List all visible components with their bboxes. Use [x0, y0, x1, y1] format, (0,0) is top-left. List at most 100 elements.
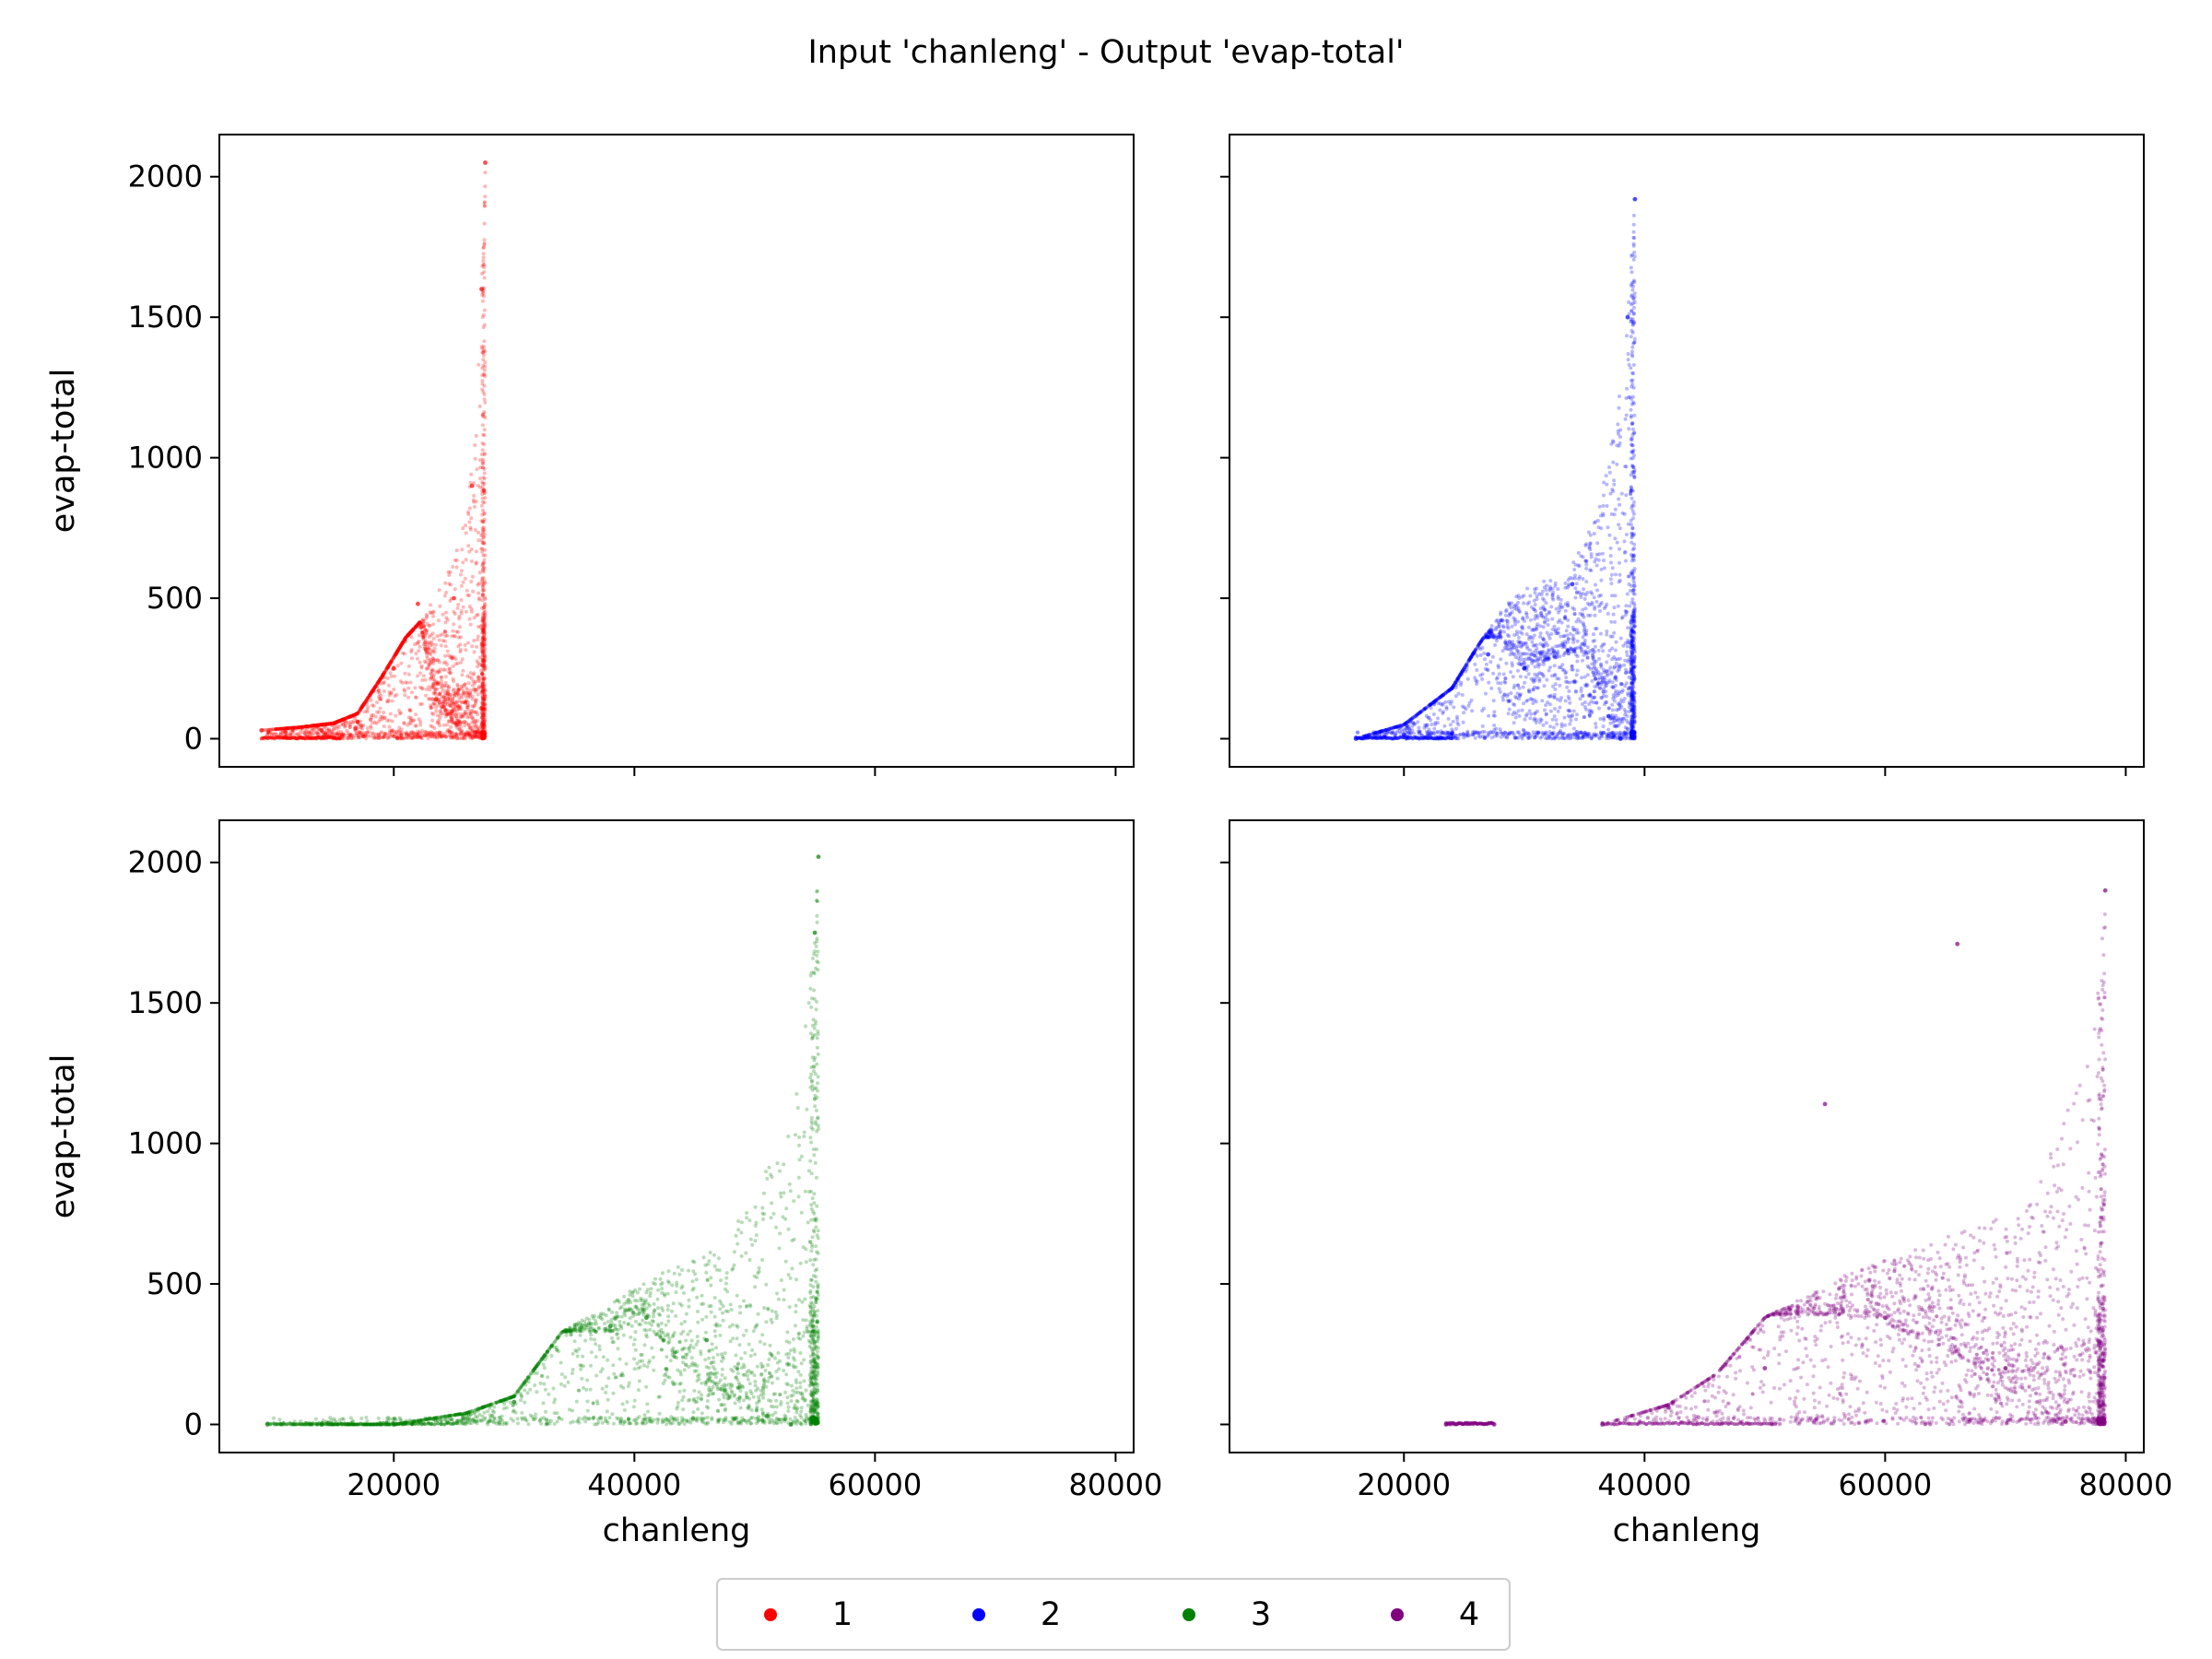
point [469, 559, 474, 563]
point [1462, 705, 1466, 710]
point [406, 686, 411, 690]
point [389, 659, 394, 664]
point [340, 717, 345, 722]
point [1571, 637, 1575, 641]
point [455, 704, 460, 709]
point [468, 735, 473, 740]
point [1630, 384, 1634, 389]
point [1557, 665, 1561, 670]
point [418, 660, 422, 665]
point [447, 709, 452, 713]
point [1571, 649, 1576, 653]
point [1631, 711, 1636, 715]
point [481, 735, 486, 740]
point [482, 528, 487, 533]
point [1602, 559, 1606, 562]
point [1590, 711, 1594, 715]
point [480, 730, 485, 735]
point [428, 661, 432, 665]
point [481, 735, 485, 740]
point [448, 692, 453, 697]
point [421, 619, 426, 624]
point [467, 711, 472, 715]
point [312, 724, 316, 728]
point [1630, 701, 1634, 706]
point [348, 714, 353, 719]
point [1498, 629, 1502, 633]
point [1523, 733, 1527, 737]
point [468, 525, 473, 530]
point [477, 458, 482, 463]
point [1497, 665, 1500, 670]
point [1432, 700, 1437, 704]
point [480, 650, 485, 654]
point [429, 705, 434, 710]
point [1507, 640, 1512, 644]
point [398, 643, 403, 648]
point [1469, 654, 1474, 659]
point [1461, 733, 1465, 737]
point [470, 728, 475, 733]
point [457, 718, 461, 723]
point [464, 524, 468, 528]
point [381, 735, 385, 740]
point [435, 687, 440, 691]
point [429, 611, 433, 616]
point [1616, 669, 1620, 673]
point [1593, 606, 1597, 611]
point [1585, 664, 1590, 668]
point [1630, 554, 1634, 559]
point [422, 734, 427, 738]
point [323, 722, 326, 726]
point [1602, 731, 1606, 735]
point [1630, 379, 1633, 382]
point [1524, 657, 1528, 662]
point [398, 645, 402, 650]
point [1470, 653, 1475, 657]
point [480, 733, 485, 737]
point [1470, 733, 1475, 737]
point [408, 730, 413, 735]
point [448, 599, 453, 603]
point [460, 713, 465, 718]
point [425, 621, 429, 626]
point [278, 730, 283, 735]
data-point [433, 697, 439, 702]
point [409, 629, 414, 633]
point [1572, 732, 1577, 736]
point [1526, 731, 1531, 735]
point [1532, 677, 1536, 681]
point [1583, 649, 1588, 653]
point [482, 488, 487, 492]
point [406, 632, 410, 637]
point [482, 477, 487, 481]
point [418, 620, 422, 625]
point [1629, 641, 1633, 646]
point [483, 642, 488, 646]
point [466, 714, 471, 719]
point [1453, 682, 1456, 687]
point [1591, 654, 1595, 659]
point [1544, 641, 1548, 645]
point [1525, 602, 1530, 606]
point [306, 724, 310, 728]
point [1513, 622, 1517, 627]
point [1631, 341, 1636, 346]
point [377, 736, 382, 740]
point [301, 724, 306, 729]
point [1499, 634, 1503, 639]
point [1509, 691, 1513, 695]
point [464, 701, 468, 705]
point [386, 664, 391, 668]
point [1516, 709, 1521, 713]
point [1594, 734, 1598, 738]
point [477, 404, 482, 408]
point [1618, 663, 1622, 667]
point [335, 720, 339, 724]
point [386, 700, 391, 704]
point [1390, 731, 1394, 735]
point [1629, 437, 1633, 441]
point [1592, 532, 1596, 535]
point [481, 735, 486, 739]
point [465, 688, 470, 692]
